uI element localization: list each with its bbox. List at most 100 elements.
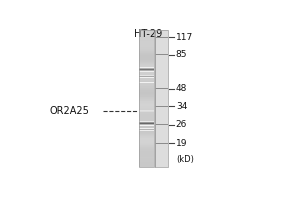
Bar xyxy=(155,33,168,34)
Bar xyxy=(139,129,154,130)
Bar xyxy=(139,63,154,64)
Bar xyxy=(155,37,168,38)
Bar xyxy=(139,65,154,66)
Bar xyxy=(155,143,168,144)
Bar xyxy=(139,135,154,136)
Bar xyxy=(155,163,168,164)
Bar xyxy=(155,98,168,99)
Bar xyxy=(155,66,168,67)
Bar xyxy=(155,82,168,83)
Bar xyxy=(139,70,154,71)
Bar xyxy=(139,146,154,147)
Bar xyxy=(139,69,154,70)
Bar xyxy=(139,71,154,72)
Bar xyxy=(139,91,154,92)
Bar xyxy=(139,161,154,162)
Bar xyxy=(139,78,154,79)
Bar xyxy=(155,86,168,87)
Bar xyxy=(155,124,168,125)
Bar xyxy=(155,46,168,47)
Bar xyxy=(155,109,168,110)
Bar xyxy=(139,118,154,119)
Bar xyxy=(139,38,154,39)
Bar xyxy=(155,122,168,123)
Bar xyxy=(155,56,168,57)
Bar xyxy=(139,122,154,123)
Bar xyxy=(155,60,168,61)
Bar xyxy=(155,166,168,167)
Bar xyxy=(139,165,154,166)
Bar xyxy=(155,129,168,130)
Bar xyxy=(139,109,154,110)
Bar xyxy=(155,124,168,125)
Bar xyxy=(139,114,154,115)
Bar xyxy=(155,137,168,138)
Bar xyxy=(139,90,154,91)
Bar xyxy=(139,32,154,33)
Bar xyxy=(155,30,168,31)
Bar xyxy=(139,51,154,52)
Bar xyxy=(155,144,168,145)
Bar xyxy=(155,147,168,148)
Bar xyxy=(155,100,168,101)
Bar xyxy=(139,30,154,31)
Bar xyxy=(155,125,168,126)
Bar xyxy=(139,154,154,155)
Bar xyxy=(139,46,154,47)
Bar xyxy=(139,111,154,112)
Bar xyxy=(139,40,154,41)
Bar xyxy=(155,96,168,97)
Bar xyxy=(155,120,168,121)
Bar xyxy=(155,37,168,38)
Bar xyxy=(139,150,154,151)
Bar xyxy=(139,60,154,61)
Bar xyxy=(139,34,154,35)
Bar xyxy=(139,39,154,40)
Bar xyxy=(155,88,168,89)
Bar xyxy=(139,124,154,125)
Bar xyxy=(139,59,154,60)
Bar xyxy=(155,103,168,104)
Bar xyxy=(155,136,168,137)
Bar xyxy=(155,75,168,76)
Text: 85: 85 xyxy=(176,50,187,59)
Bar xyxy=(155,127,168,128)
Bar xyxy=(139,102,154,103)
Bar xyxy=(139,35,154,36)
Bar xyxy=(155,114,168,115)
Bar xyxy=(139,113,154,114)
Bar xyxy=(155,61,168,62)
Bar xyxy=(155,71,168,72)
Bar xyxy=(139,88,154,89)
Bar xyxy=(139,119,154,120)
Text: HT-29: HT-29 xyxy=(134,29,162,39)
Bar xyxy=(155,69,168,70)
Bar xyxy=(155,35,168,36)
Bar xyxy=(139,99,154,100)
Bar xyxy=(155,80,168,81)
Bar xyxy=(155,160,168,161)
Bar xyxy=(139,47,154,48)
Bar xyxy=(155,97,168,98)
Bar xyxy=(155,55,168,56)
Bar xyxy=(155,153,168,154)
Bar xyxy=(155,102,168,103)
Bar xyxy=(139,36,154,37)
Bar xyxy=(155,138,168,139)
Bar xyxy=(155,112,168,113)
Bar xyxy=(139,166,154,167)
Bar xyxy=(155,81,168,82)
Bar xyxy=(139,160,154,161)
Bar xyxy=(139,127,154,128)
Bar xyxy=(155,79,168,80)
Bar xyxy=(155,58,168,59)
Bar xyxy=(139,139,154,140)
Bar xyxy=(155,140,168,141)
Bar xyxy=(139,158,154,159)
Bar xyxy=(155,32,168,33)
Bar xyxy=(139,132,154,133)
Bar xyxy=(155,157,168,158)
Bar xyxy=(155,141,168,142)
Bar xyxy=(155,101,168,102)
Bar xyxy=(155,161,168,162)
